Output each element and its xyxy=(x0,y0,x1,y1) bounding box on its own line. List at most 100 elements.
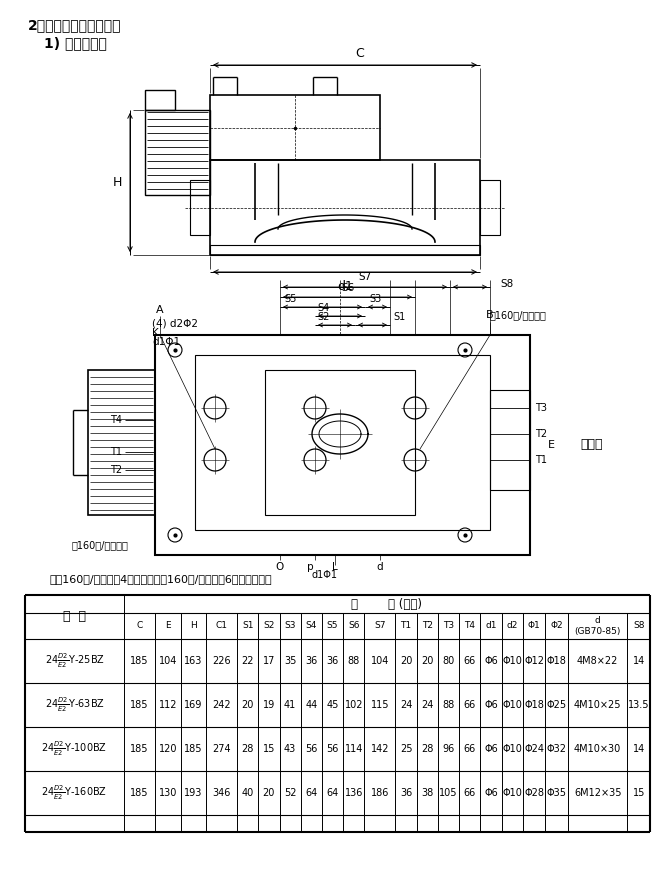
Text: 242: 242 xyxy=(212,700,231,710)
Text: 尺        寸 (毫米): 尺 寸 (毫米) xyxy=(352,597,423,611)
Text: 64: 64 xyxy=(306,788,318,798)
Text: Φ10: Φ10 xyxy=(502,788,522,798)
Text: T2: T2 xyxy=(422,621,433,630)
Text: 88: 88 xyxy=(442,700,455,710)
Text: 14: 14 xyxy=(632,744,645,754)
Text: 44: 44 xyxy=(306,700,318,710)
Text: 66: 66 xyxy=(464,744,476,754)
Text: 型  号: 型 号 xyxy=(63,611,86,624)
Text: S7: S7 xyxy=(374,621,386,630)
Text: Φ32: Φ32 xyxy=(547,744,567,754)
Text: S1: S1 xyxy=(242,621,253,630)
Bar xyxy=(490,390,530,490)
Text: Φ6: Φ6 xyxy=(484,656,498,666)
Text: C: C xyxy=(137,621,143,630)
Text: 22: 22 xyxy=(241,656,254,666)
Bar xyxy=(210,160,480,255)
Text: 4M10×25: 4M10×25 xyxy=(574,700,622,710)
Text: S6: S6 xyxy=(348,621,360,630)
Text: Φ2: Φ2 xyxy=(550,621,563,630)
Text: d1Φ1: d1Φ1 xyxy=(152,337,180,347)
Text: Φ28: Φ28 xyxy=(524,788,544,798)
Text: S2: S2 xyxy=(263,621,275,630)
Text: 28: 28 xyxy=(241,744,254,754)
Text: 24: 24 xyxy=(400,700,412,710)
Text: 130: 130 xyxy=(159,788,177,798)
Text: 114: 114 xyxy=(344,744,363,754)
Text: Φ10: Φ10 xyxy=(502,700,522,710)
Text: $24\frac{D2}{E2}$Y-160BZ: $24\frac{D2}{E2}$Y-160BZ xyxy=(42,784,108,802)
Text: T2: T2 xyxy=(535,429,547,439)
Text: S8: S8 xyxy=(500,279,513,289)
Text: T2: T2 xyxy=(110,465,122,475)
Text: Φ24: Φ24 xyxy=(524,744,544,754)
Text: 14: 14 xyxy=(632,656,645,666)
Bar xyxy=(195,355,490,530)
Text: 186: 186 xyxy=(371,788,389,798)
Text: 20: 20 xyxy=(400,656,412,666)
Text: d2: d2 xyxy=(507,621,518,630)
Text: 96: 96 xyxy=(442,744,455,754)
Text: 169: 169 xyxy=(184,700,202,710)
Text: K: K xyxy=(152,328,159,338)
Text: 6M12×35: 6M12×35 xyxy=(574,788,622,798)
Text: 185: 185 xyxy=(130,700,149,710)
Text: Φ12: Φ12 xyxy=(524,656,544,666)
Text: 104: 104 xyxy=(159,656,177,666)
Text: Φ18: Φ18 xyxy=(524,700,544,710)
Text: T1: T1 xyxy=(401,621,411,630)
Bar xyxy=(265,370,415,515)
Text: d: d xyxy=(377,562,383,572)
Text: 36: 36 xyxy=(306,656,318,666)
Text: 105: 105 xyxy=(440,788,458,798)
Text: 注：160升/分以下为4个安装螺钉，160升/分以下为6个安装备螺钉: 注：160升/分以下为4个安装螺钉，160升/分以下为6个安装备螺钉 xyxy=(50,574,273,584)
Text: 4M10×30: 4M10×30 xyxy=(574,744,621,754)
Text: 1) 二位四通：: 1) 二位四通： xyxy=(44,36,107,50)
Text: Φ25: Φ25 xyxy=(547,700,567,710)
Text: C1: C1 xyxy=(216,621,228,630)
Text: S4: S4 xyxy=(317,303,329,313)
Bar xyxy=(210,245,480,255)
Text: 185: 185 xyxy=(130,788,149,798)
Text: E: E xyxy=(548,440,555,450)
Text: S5: S5 xyxy=(284,294,296,304)
Text: 56: 56 xyxy=(305,744,318,754)
Text: 80: 80 xyxy=(442,656,455,666)
Text: 38: 38 xyxy=(421,788,433,798)
Text: B: B xyxy=(486,310,494,320)
Text: T4: T4 xyxy=(110,415,122,425)
Text: 226: 226 xyxy=(212,656,231,666)
Text: 底视图: 底视图 xyxy=(580,439,602,451)
Text: 185: 185 xyxy=(184,744,202,754)
Text: 19: 19 xyxy=(263,700,275,710)
Text: Φ6: Φ6 xyxy=(484,744,498,754)
Text: H: H xyxy=(113,176,122,189)
Text: 17: 17 xyxy=(263,656,275,666)
Text: $24\frac{D2}{E2}$Y-63BZ: $24\frac{D2}{E2}$Y-63BZ xyxy=(44,696,105,714)
Text: T4: T4 xyxy=(464,621,475,630)
Text: $24\frac{D2}{E2}$Y-25BZ: $24\frac{D2}{E2}$Y-25BZ xyxy=(44,651,105,670)
Bar xyxy=(190,180,210,235)
Text: S7: S7 xyxy=(358,272,372,282)
Text: L: L xyxy=(332,562,338,572)
Text: 41: 41 xyxy=(284,700,296,710)
Text: 346: 346 xyxy=(212,788,230,798)
Text: 66: 66 xyxy=(464,656,476,666)
Text: 185: 185 xyxy=(130,744,149,754)
Text: T1: T1 xyxy=(110,447,122,457)
Text: 56: 56 xyxy=(326,744,339,754)
Text: 15: 15 xyxy=(632,788,645,798)
Text: T3: T3 xyxy=(535,403,547,413)
Text: S5: S5 xyxy=(327,621,338,630)
Text: 仅160升/分有此孔: 仅160升/分有此孔 xyxy=(490,310,547,320)
Bar xyxy=(155,335,530,555)
Text: Φ35: Φ35 xyxy=(547,788,567,798)
Text: 25: 25 xyxy=(400,744,412,754)
Text: H: H xyxy=(190,621,196,630)
Text: 274: 274 xyxy=(212,744,231,754)
Text: Φ1: Φ1 xyxy=(528,621,541,630)
Text: 142: 142 xyxy=(371,744,389,754)
Text: Φ6: Φ6 xyxy=(484,788,498,798)
Text: 40: 40 xyxy=(242,788,254,798)
Bar xyxy=(210,95,380,160)
